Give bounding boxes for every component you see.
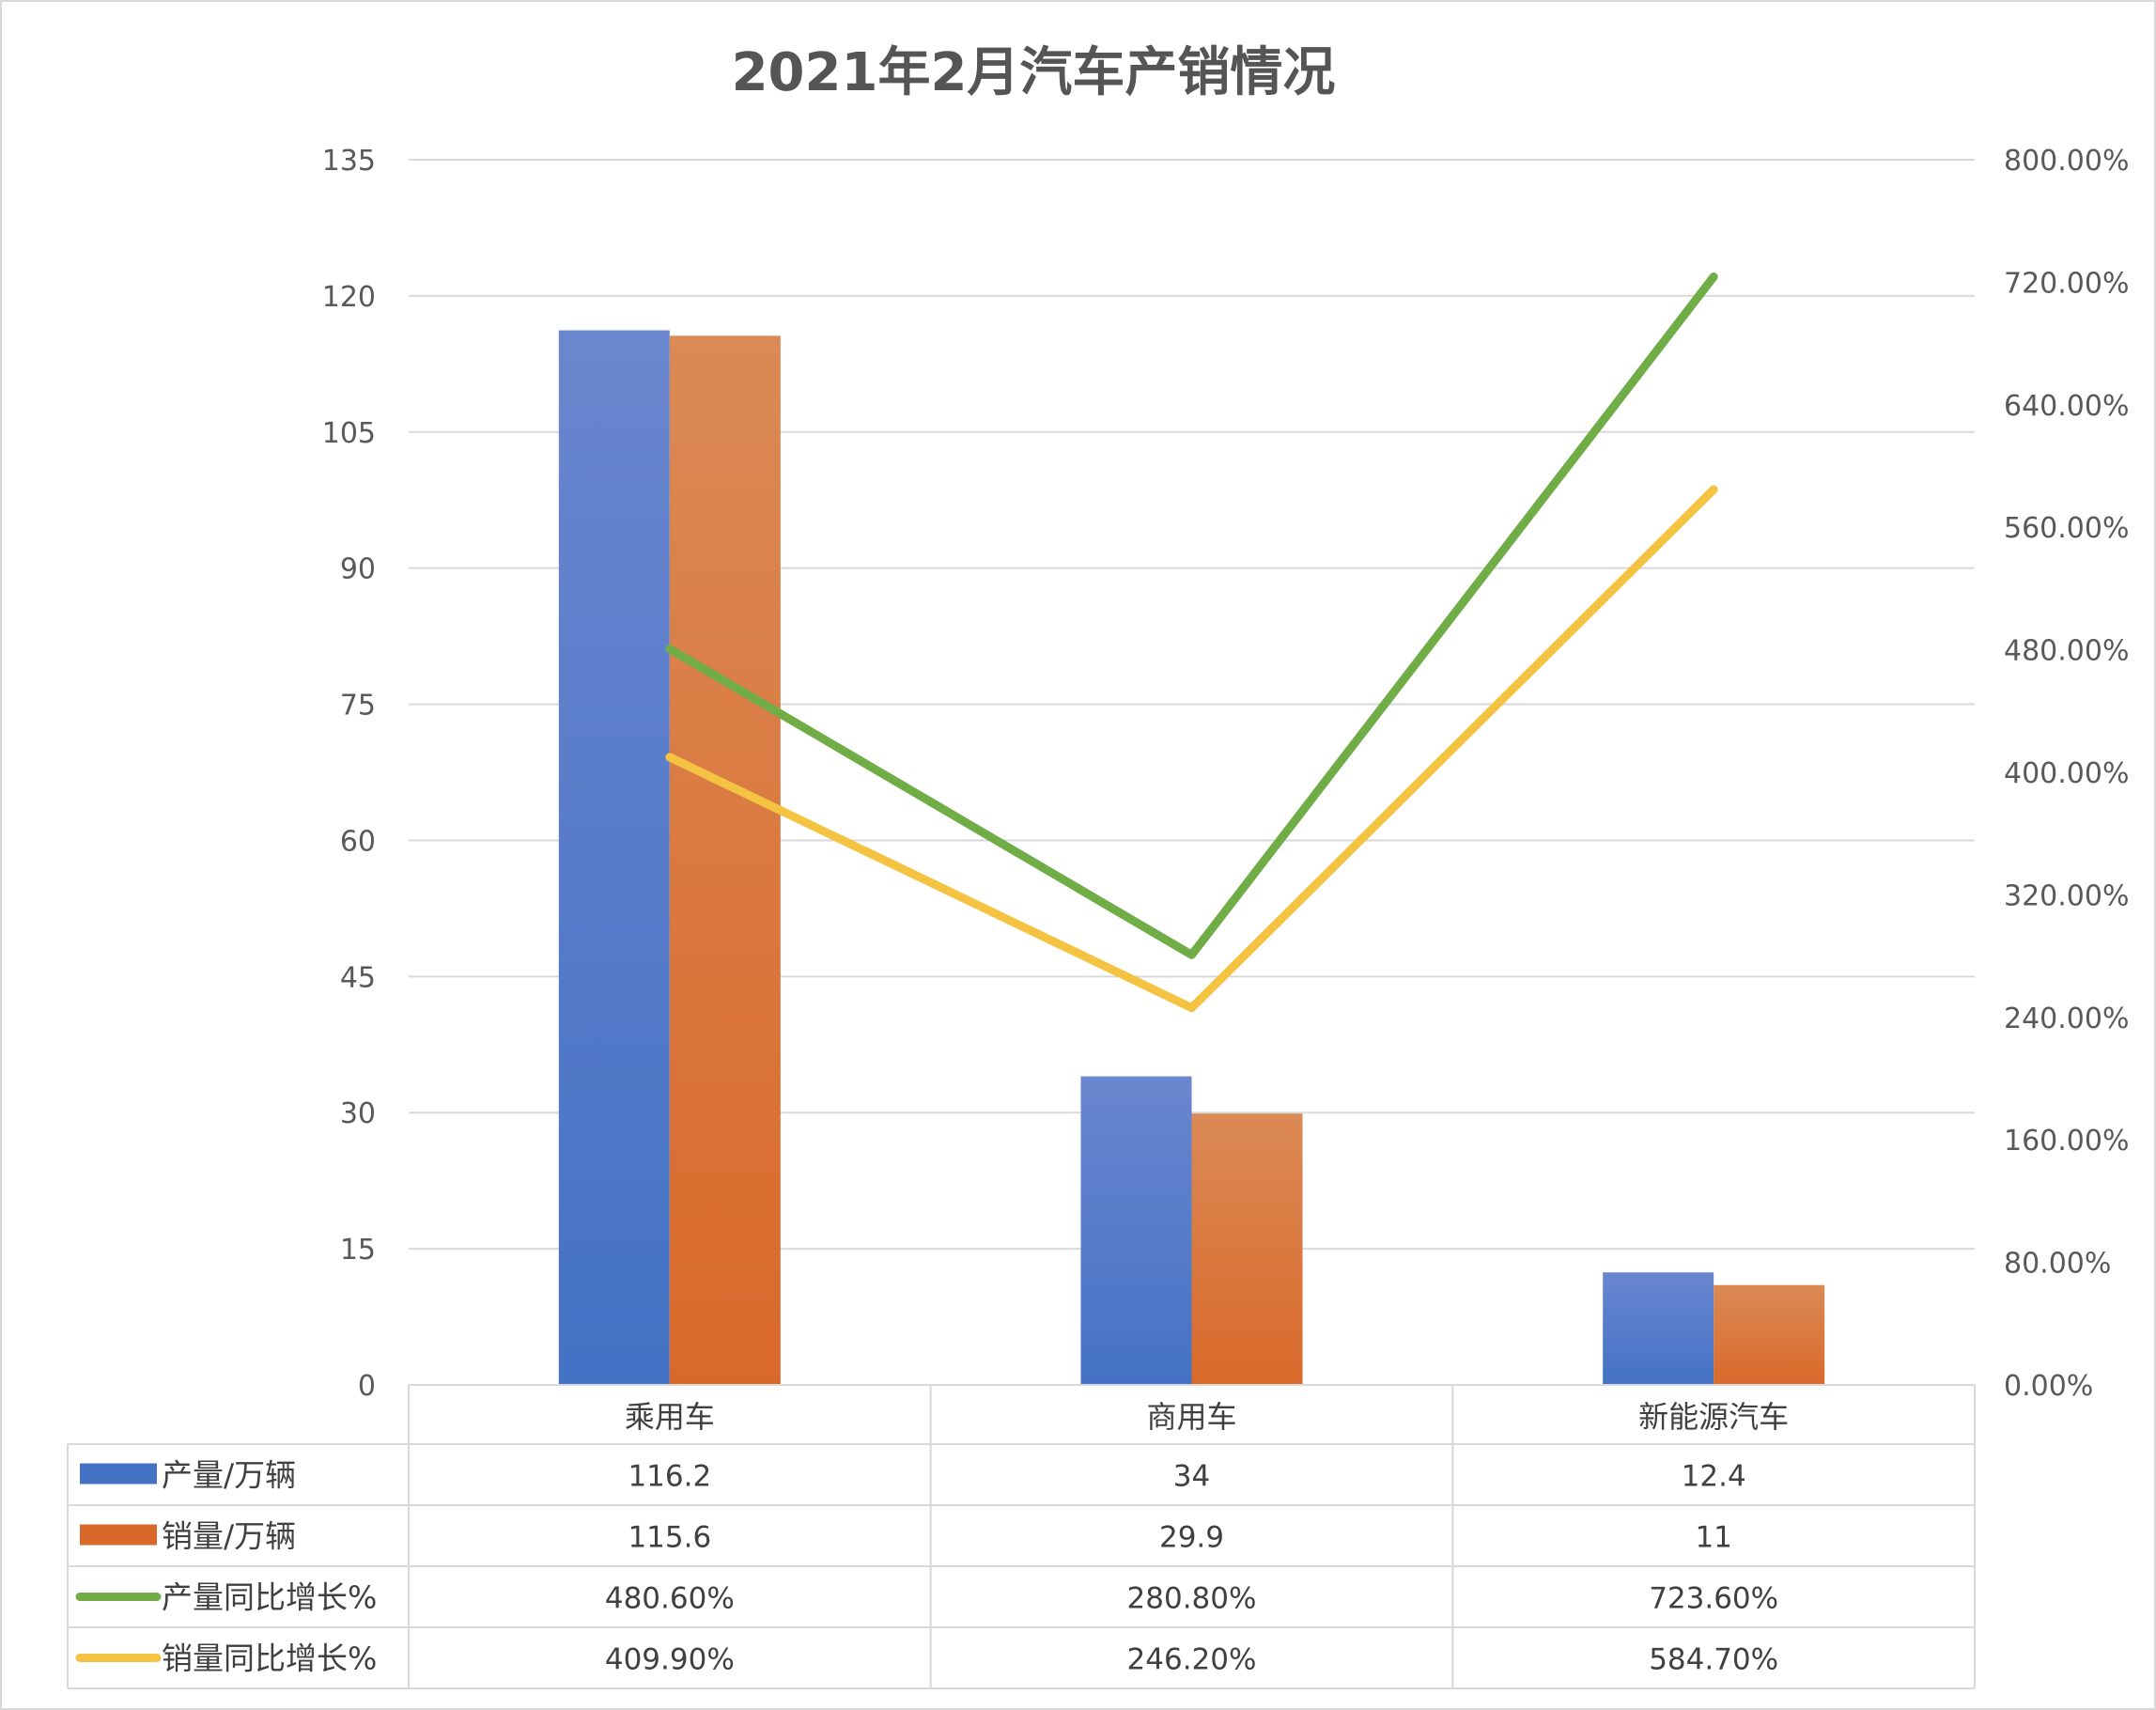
right-tick-label: 80.00% (2004, 1248, 2111, 1281)
table-cell: 723.60% (1649, 1582, 1778, 1616)
table-cell: 280.80% (1127, 1582, 1257, 1616)
right-tick-label: 240.00% (2004, 1003, 2129, 1035)
left-tick-label: 45 (340, 961, 376, 994)
bar-production (1080, 1076, 1192, 1385)
category-label: 新能源汽车 (1638, 1399, 1789, 1435)
table-cell: 12.4 (1682, 1460, 1746, 1494)
table-cell: 584.70% (1649, 1643, 1778, 1677)
table-cell: 34 (1173, 1460, 1210, 1494)
right-tick-label: 480.00% (2004, 635, 2129, 668)
table-cell: 480.60% (605, 1582, 735, 1616)
right-tick-label: 400.00% (2004, 757, 2129, 790)
right-tick-label: 720.00% (2004, 267, 2129, 300)
right-tick-label: 640.00% (2004, 390, 2129, 423)
right-tick-label: 160.00% (2004, 1125, 2129, 1158)
legend-label: 销量同比增长% (162, 1640, 377, 1677)
right-tick-label: 0.00% (2004, 1370, 2093, 1403)
left-tick-label: 15 (340, 1234, 376, 1267)
left-axis: 0 15 30 45 60 75 90 105 120 135 (322, 145, 376, 1403)
left-tick-label: 135 (322, 145, 376, 178)
bar-production (1603, 1272, 1714, 1385)
legend-label: 产量/万辆 (162, 1457, 296, 1494)
right-axis: 0.00% 80.00% 160.00% 240.00% 320.00% 400.00% 4… (2004, 145, 2129, 1403)
bar-sales (1714, 1284, 1825, 1385)
left-tick-label: 90 (340, 553, 376, 586)
series-line-production-growth (665, 272, 1718, 959)
left-tick-label: 30 (340, 1097, 376, 1130)
legend-label: 销量/万辆 (162, 1518, 296, 1555)
left-tick-label: 0 (358, 1370, 376, 1403)
legend-key-bar (80, 1463, 157, 1485)
right-tick-label: 320.00% (2004, 879, 2129, 912)
legend-key-bar (80, 1524, 157, 1546)
right-tick-label: 560.00% (2004, 512, 2129, 545)
table-cell: 115.6 (628, 1521, 711, 1555)
chart-title: 2021年2月汽车产销情况 (732, 42, 1336, 103)
category-label: 乘用车 (625, 1399, 715, 1435)
table-cell: 11 (1695, 1521, 1731, 1555)
left-tick-label: 120 (322, 281, 376, 314)
bar-sales (1191, 1113, 1303, 1385)
table-cell: 409.90% (605, 1643, 735, 1677)
right-tick-label: 800.00% (2004, 145, 2129, 178)
lines (665, 272, 1718, 1013)
left-tick-label: 105 (322, 417, 376, 450)
bar-sales (669, 335, 781, 1385)
left-tick-label: 60 (340, 825, 376, 858)
bar-production (558, 330, 670, 1385)
legend-label: 产量同比增长% (162, 1579, 377, 1616)
bars (558, 330, 1825, 1385)
table-cell: 246.20% (1127, 1643, 1257, 1677)
table-cell: 116.2 (628, 1460, 711, 1494)
category-label: 商用车 (1146, 1399, 1236, 1435)
table-cell: 29.9 (1159, 1521, 1224, 1555)
series-line-sales-growth (665, 485, 1718, 1013)
left-tick-label: 75 (340, 690, 376, 723)
